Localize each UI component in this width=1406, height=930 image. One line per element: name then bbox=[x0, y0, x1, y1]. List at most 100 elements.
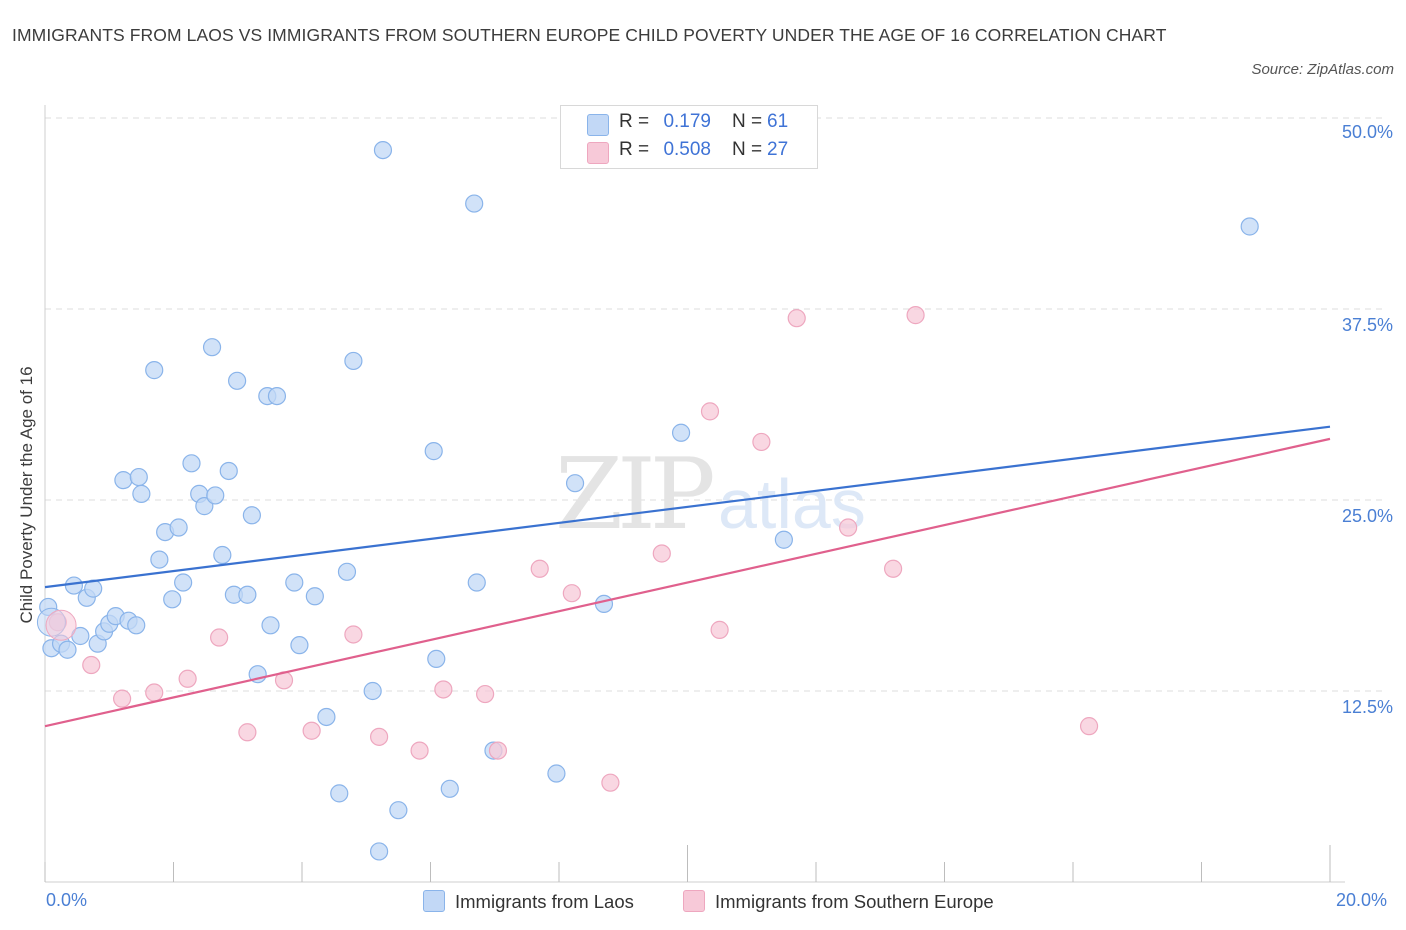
southern-europe-point bbox=[787, 309, 806, 328]
laos-point bbox=[58, 640, 77, 659]
bottom-legend-label-laos: Immigrants from Laos bbox=[455, 891, 634, 912]
southern-europe-point-cluster bbox=[45, 609, 77, 641]
bottom-legend-swatch-southern-europe bbox=[683, 890, 705, 912]
x-tick-label: 0.0% bbox=[46, 890, 88, 910]
scatter-points bbox=[36, 140, 1259, 861]
southern-europe-point bbox=[530, 559, 549, 578]
trend-lines bbox=[44, 425, 1331, 728]
laos-point bbox=[465, 194, 484, 213]
source-label: Source: ZipAtlas.com bbox=[1251, 61, 1394, 78]
laos-point bbox=[317, 707, 336, 727]
legend-n-value: 61 bbox=[767, 111, 789, 132]
laos-point bbox=[242, 506, 261, 525]
legend-r-label: R = bbox=[619, 111, 650, 132]
southern-europe-point bbox=[302, 721, 321, 740]
laos-point bbox=[370, 842, 389, 861]
legend: R = 0.179 N = 61 R = 0.508 N = 27 bbox=[560, 105, 818, 169]
southern-europe-point bbox=[488, 741, 508, 760]
laos-point bbox=[174, 573, 193, 592]
southern-europe-point bbox=[370, 727, 389, 746]
laos-point bbox=[671, 423, 691, 442]
y-tick-label: 12.5% bbox=[1341, 697, 1393, 717]
laos-point bbox=[440, 779, 459, 798]
legend-r-value: 0.179 bbox=[663, 111, 711, 132]
laos-point bbox=[213, 545, 232, 565]
legend-n-label: N = bbox=[732, 139, 763, 160]
southern-europe-point bbox=[178, 669, 197, 688]
axes bbox=[44, 105, 1345, 883]
southern-europe-point bbox=[145, 683, 164, 702]
laos-point bbox=[132, 484, 151, 503]
southern-europe-trend-line bbox=[44, 437, 1331, 728]
y-tick-label: 37.5% bbox=[1341, 315, 1393, 335]
southern-europe-point bbox=[112, 689, 132, 708]
laos-point bbox=[774, 530, 793, 549]
laos-point bbox=[389, 801, 408, 820]
laos-point bbox=[344, 351, 363, 371]
laos-point bbox=[267, 386, 287, 406]
laos-point bbox=[285, 573, 304, 592]
y-axis-label: Child Poverty Under the Age of 16 bbox=[17, 366, 36, 624]
southern-europe-point bbox=[1079, 717, 1099, 736]
legend-r-label: R = bbox=[619, 139, 650, 160]
laos-point bbox=[363, 681, 382, 701]
southern-europe-point bbox=[238, 723, 257, 742]
bottom-legend-swatch-laos bbox=[423, 890, 445, 912]
chart-title: IMMIGRANTS FROM LAOS VS IMMIGRANTS FROM … bbox=[12, 25, 1167, 45]
laos-point bbox=[594, 594, 614, 614]
southern-europe-point bbox=[700, 402, 720, 421]
laos-point bbox=[337, 562, 357, 581]
southern-europe-point bbox=[434, 680, 453, 699]
southern-europe-point bbox=[652, 544, 671, 563]
laos-point bbox=[206, 486, 225, 505]
southern-europe-point bbox=[839, 518, 858, 537]
x-tick-label: 20.0% bbox=[1336, 890, 1388, 910]
laos-point bbox=[467, 573, 486, 592]
laos-point bbox=[64, 576, 84, 595]
legend-swatch-laos bbox=[587, 114, 609, 136]
laos-point bbox=[114, 471, 133, 490]
laos-point bbox=[202, 338, 222, 357]
laos-point bbox=[1240, 217, 1259, 236]
legend-r-value: 0.508 bbox=[663, 139, 711, 160]
southern-europe-point bbox=[344, 625, 363, 644]
laos-point bbox=[129, 467, 148, 487]
laos-point bbox=[547, 764, 566, 783]
southern-europe-point bbox=[562, 584, 581, 603]
southern-europe-point bbox=[710, 620, 729, 639]
laos-trend-line bbox=[44, 425, 1331, 589]
laos-point bbox=[150, 550, 169, 569]
laos-point bbox=[163, 590, 182, 609]
southern-europe-point bbox=[883, 559, 903, 578]
laos-point bbox=[169, 518, 188, 537]
laos-point bbox=[424, 442, 443, 461]
y-tick-label: 25.0% bbox=[1341, 506, 1393, 526]
bottom-legend-label-southern-europe: Immigrants from Southern Europe bbox=[715, 891, 994, 912]
watermark-zip: ZIP bbox=[555, 438, 713, 552]
bottom-legend-laos: Immigrants from Laos bbox=[423, 890, 634, 913]
laos-point bbox=[290, 636, 309, 655]
legend-n-value: 27 bbox=[767, 139, 789, 160]
laos-point bbox=[195, 497, 214, 516]
laos-point bbox=[182, 454, 201, 473]
laos-point bbox=[565, 474, 585, 493]
legend-n-label: N = bbox=[732, 111, 763, 132]
southern-europe-point bbox=[601, 773, 620, 792]
southern-europe-point bbox=[476, 684, 495, 704]
laos-point bbox=[127, 616, 146, 635]
laos-point bbox=[219, 461, 238, 481]
laos-point bbox=[238, 585, 257, 604]
southern-europe-point bbox=[410, 741, 429, 760]
laos-point bbox=[228, 371, 247, 390]
legend-swatch-southern-europe bbox=[587, 142, 609, 164]
gridlines bbox=[45, 117, 1385, 692]
laos-point bbox=[145, 361, 164, 380]
y-tick-label: 50.0% bbox=[1341, 122, 1393, 142]
laos-point bbox=[373, 140, 393, 160]
southern-europe-point bbox=[82, 655, 101, 675]
southern-europe-point bbox=[752, 432, 771, 452]
southern-europe-point bbox=[906, 306, 925, 325]
laos-point bbox=[330, 784, 349, 803]
laos-point bbox=[261, 616, 280, 635]
